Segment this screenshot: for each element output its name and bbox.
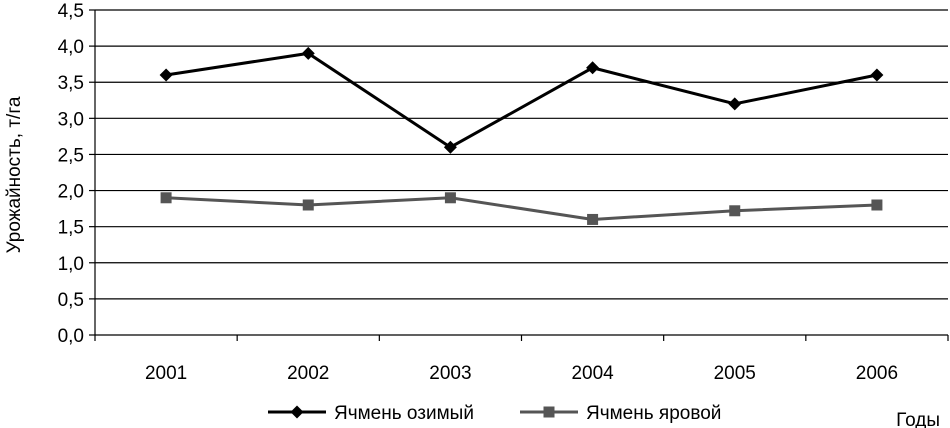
series-line-2 xyxy=(166,196,877,221)
gridlines xyxy=(95,9,948,300)
data-point-series-1 xyxy=(870,68,884,82)
series-line-1 xyxy=(165,51,878,149)
data-point-series-2 xyxy=(729,205,741,217)
data-point-series-2 xyxy=(160,192,172,204)
x-tick-label: 2006 xyxy=(856,363,898,384)
data-point-series-1 xyxy=(301,46,315,60)
legend-label-2: Ячмень яровой xyxy=(586,403,721,424)
x-tick-labels: 2001 2002 2003 2004 2005 2006 xyxy=(145,363,898,384)
y-tick-label: 4,0 xyxy=(58,37,84,58)
y-tick-labels: 0,0 0,5 1,0 1,5 2,0 2,5 3,0 3,5 4,0 4,5 xyxy=(58,1,84,347)
x-tick-label: 2005 xyxy=(714,363,756,384)
y-tick-label: 1,0 xyxy=(58,254,84,275)
series-group xyxy=(159,46,884,225)
data-point-series-2 xyxy=(302,199,314,211)
y-tick-label: 2,5 xyxy=(58,145,84,166)
data-point-series-1 xyxy=(728,97,742,111)
x-tick-label: 2002 xyxy=(287,363,329,384)
data-point-series-1 xyxy=(443,140,457,154)
y-tick-label: 4,5 xyxy=(58,1,84,22)
y-tick-label: 2,0 xyxy=(58,182,84,203)
y-tick-label: 3,0 xyxy=(58,109,84,130)
legend-marker-2 xyxy=(543,406,555,418)
data-point-series-2 xyxy=(444,192,456,204)
x-tick-label: 2004 xyxy=(571,363,614,384)
y-tick-label: 3,5 xyxy=(58,73,84,94)
data-point-series-1 xyxy=(586,61,600,75)
data-point-series-2 xyxy=(587,213,599,225)
legend: Ячмень озимый Ячмень яровой xyxy=(268,403,721,424)
x-tick-label: 2001 xyxy=(145,363,187,384)
y-axis-label: Урожайность, т/га xyxy=(4,96,25,253)
data-point-series-2 xyxy=(871,199,883,211)
data-point-series-1 xyxy=(159,68,173,82)
axes xyxy=(89,9,949,341)
y-tick-label: 0,0 xyxy=(58,326,84,347)
x-axis-label: Годы xyxy=(896,410,940,428)
y-tick-label: 1,5 xyxy=(58,218,84,239)
y-tick-label: 0,5 xyxy=(58,290,84,311)
legend-marker-1 xyxy=(290,405,304,419)
legend-label-1: Ячмень озимый xyxy=(334,403,474,424)
x-tick-label: 2003 xyxy=(429,363,471,384)
